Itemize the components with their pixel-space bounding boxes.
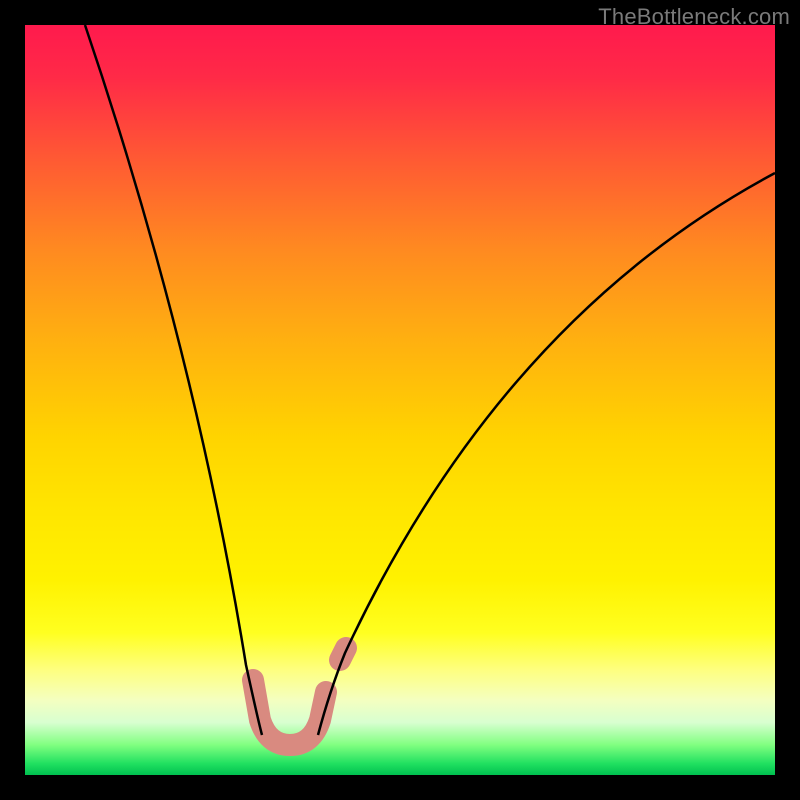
watermark-text: TheBottleneck.com [598, 4, 790, 30]
gradient-plot-area [25, 25, 775, 775]
bottleneck-chart [0, 0, 800, 800]
chart-frame: TheBottleneck.com [0, 0, 800, 800]
